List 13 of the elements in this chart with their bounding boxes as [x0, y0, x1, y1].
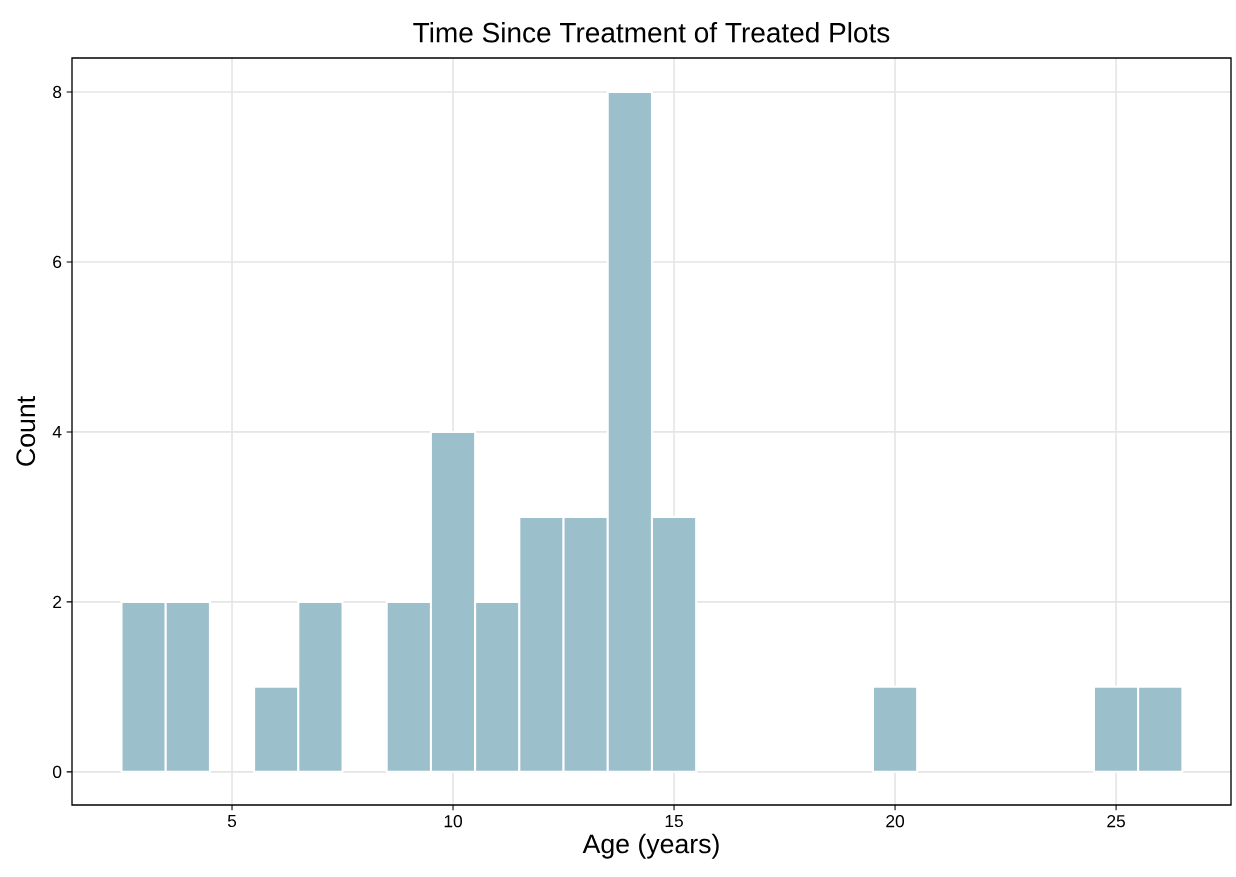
x-axis-title: Age (years) [582, 833, 719, 859]
y-tick-label: 6 [53, 255, 62, 269]
chart-title: Time Since Treatment of Treated Plots [413, 22, 890, 43]
y-axis-title: Count [16, 396, 36, 466]
y-tick-label: 2 [53, 595, 62, 608]
x-tick-label: 20 [886, 815, 905, 828]
x-tick-label: 10 [444, 815, 462, 828]
x-tick-label: 15 [665, 815, 683, 828]
x-tick-label: 5 [227, 815, 237, 828]
y-tick-label: 8 [53, 85, 62, 99]
x-tick-label: 25 [1107, 815, 1125, 828]
y-tick-label: 0 [52, 765, 62, 778]
y-tick-label: 4 [52, 425, 62, 438]
